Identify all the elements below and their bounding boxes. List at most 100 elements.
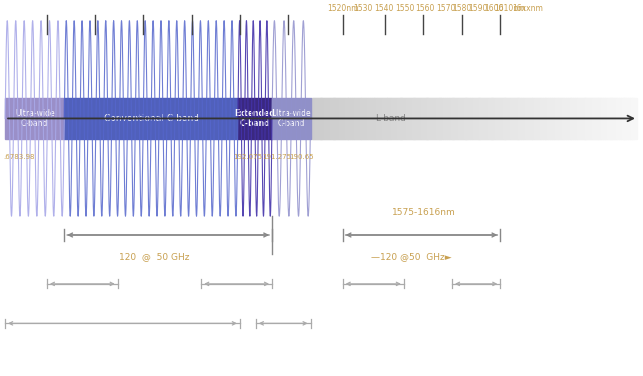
Bar	[428, 98, 431, 139]
Bar	[596, 98, 600, 139]
Bar	[449, 98, 453, 139]
Bar	[545, 98, 548, 139]
Bar	[471, 98, 474, 139]
Bar	[384, 98, 388, 139]
Bar	[477, 98, 481, 139]
Bar	[311, 98, 314, 139]
Bar	[607, 98, 611, 139]
Bar	[432, 98, 435, 139]
Bar	[341, 98, 345, 139]
Text: .6783.98: .6783.98	[3, 154, 35, 160]
Bar	[345, 98, 349, 139]
Text: Conventional C-band: Conventional C-band	[104, 114, 199, 123]
Bar	[382, 98, 385, 139]
Bar	[363, 98, 366, 139]
Bar	[616, 98, 619, 139]
Bar	[583, 98, 587, 139]
Bar	[412, 98, 416, 139]
Bar	[475, 98, 478, 139]
Bar	[531, 98, 535, 139]
Bar	[238, 98, 272, 139]
Bar	[312, 98, 316, 139]
Bar	[358, 98, 361, 139]
Bar	[570, 98, 574, 139]
Text: 1520nm: 1520nm	[327, 4, 358, 13]
Bar	[490, 98, 494, 139]
Bar	[510, 98, 513, 139]
Bar	[480, 98, 483, 139]
Bar	[322, 98, 325, 139]
Bar	[529, 98, 532, 139]
Bar	[272, 98, 311, 139]
Text: 1580: 1580	[452, 4, 471, 13]
Bar	[473, 98, 476, 139]
Bar	[336, 98, 340, 139]
Bar	[330, 98, 334, 139]
Bar	[404, 98, 407, 139]
Text: Extended
C-band: Extended C-band	[235, 109, 275, 128]
Bar	[624, 98, 628, 139]
Bar	[343, 98, 347, 139]
Bar	[610, 98, 613, 139]
Bar	[440, 98, 444, 139]
Bar	[581, 98, 584, 139]
Bar	[588, 98, 591, 139]
Bar	[386, 98, 390, 139]
Text: 191.275: 191.275	[262, 154, 291, 160]
Bar	[436, 98, 440, 139]
Text: 120  @  50 GHz: 120 @ 50 GHz	[119, 252, 190, 261]
Bar	[415, 98, 418, 139]
Bar	[540, 98, 543, 139]
Bar	[456, 98, 459, 139]
Bar	[577, 98, 580, 139]
Bar	[393, 98, 396, 139]
Bar	[590, 98, 593, 139]
Bar	[460, 98, 464, 139]
Text: L-band: L-band	[376, 114, 406, 123]
Bar	[317, 98, 320, 139]
Bar	[505, 98, 509, 139]
Bar	[464, 98, 467, 139]
Bar	[499, 98, 502, 139]
Bar	[430, 98, 433, 139]
Bar	[388, 98, 392, 139]
Bar	[551, 98, 554, 139]
Bar	[380, 98, 383, 139]
Text: 16xxnm: 16xxnm	[512, 4, 543, 13]
Bar	[417, 98, 420, 139]
Bar	[512, 98, 515, 139]
Bar	[494, 98, 498, 139]
Bar	[605, 98, 608, 139]
Bar	[421, 98, 424, 139]
Bar	[434, 98, 437, 139]
Bar	[633, 98, 637, 139]
Bar	[536, 98, 539, 139]
Bar	[374, 98, 377, 139]
Bar	[425, 98, 429, 139]
Bar	[501, 98, 505, 139]
Bar	[503, 98, 507, 139]
Bar	[566, 98, 570, 139]
Bar	[399, 98, 403, 139]
Bar	[620, 98, 624, 139]
Bar	[328, 98, 331, 139]
Bar	[395, 98, 399, 139]
Bar	[507, 98, 511, 139]
Bar	[365, 98, 368, 139]
Text: 1530: 1530	[354, 4, 373, 13]
Bar	[568, 98, 572, 139]
Bar	[458, 98, 461, 139]
Bar	[562, 98, 565, 139]
Bar	[497, 98, 500, 139]
Bar	[534, 98, 537, 139]
Bar	[371, 98, 375, 139]
Bar	[445, 98, 448, 139]
Bar	[354, 98, 358, 139]
Bar	[527, 98, 530, 139]
Bar	[611, 98, 615, 139]
Bar	[586, 98, 589, 139]
Bar	[439, 98, 442, 139]
Bar	[326, 98, 329, 139]
Bar	[521, 98, 524, 139]
Bar	[514, 98, 518, 139]
